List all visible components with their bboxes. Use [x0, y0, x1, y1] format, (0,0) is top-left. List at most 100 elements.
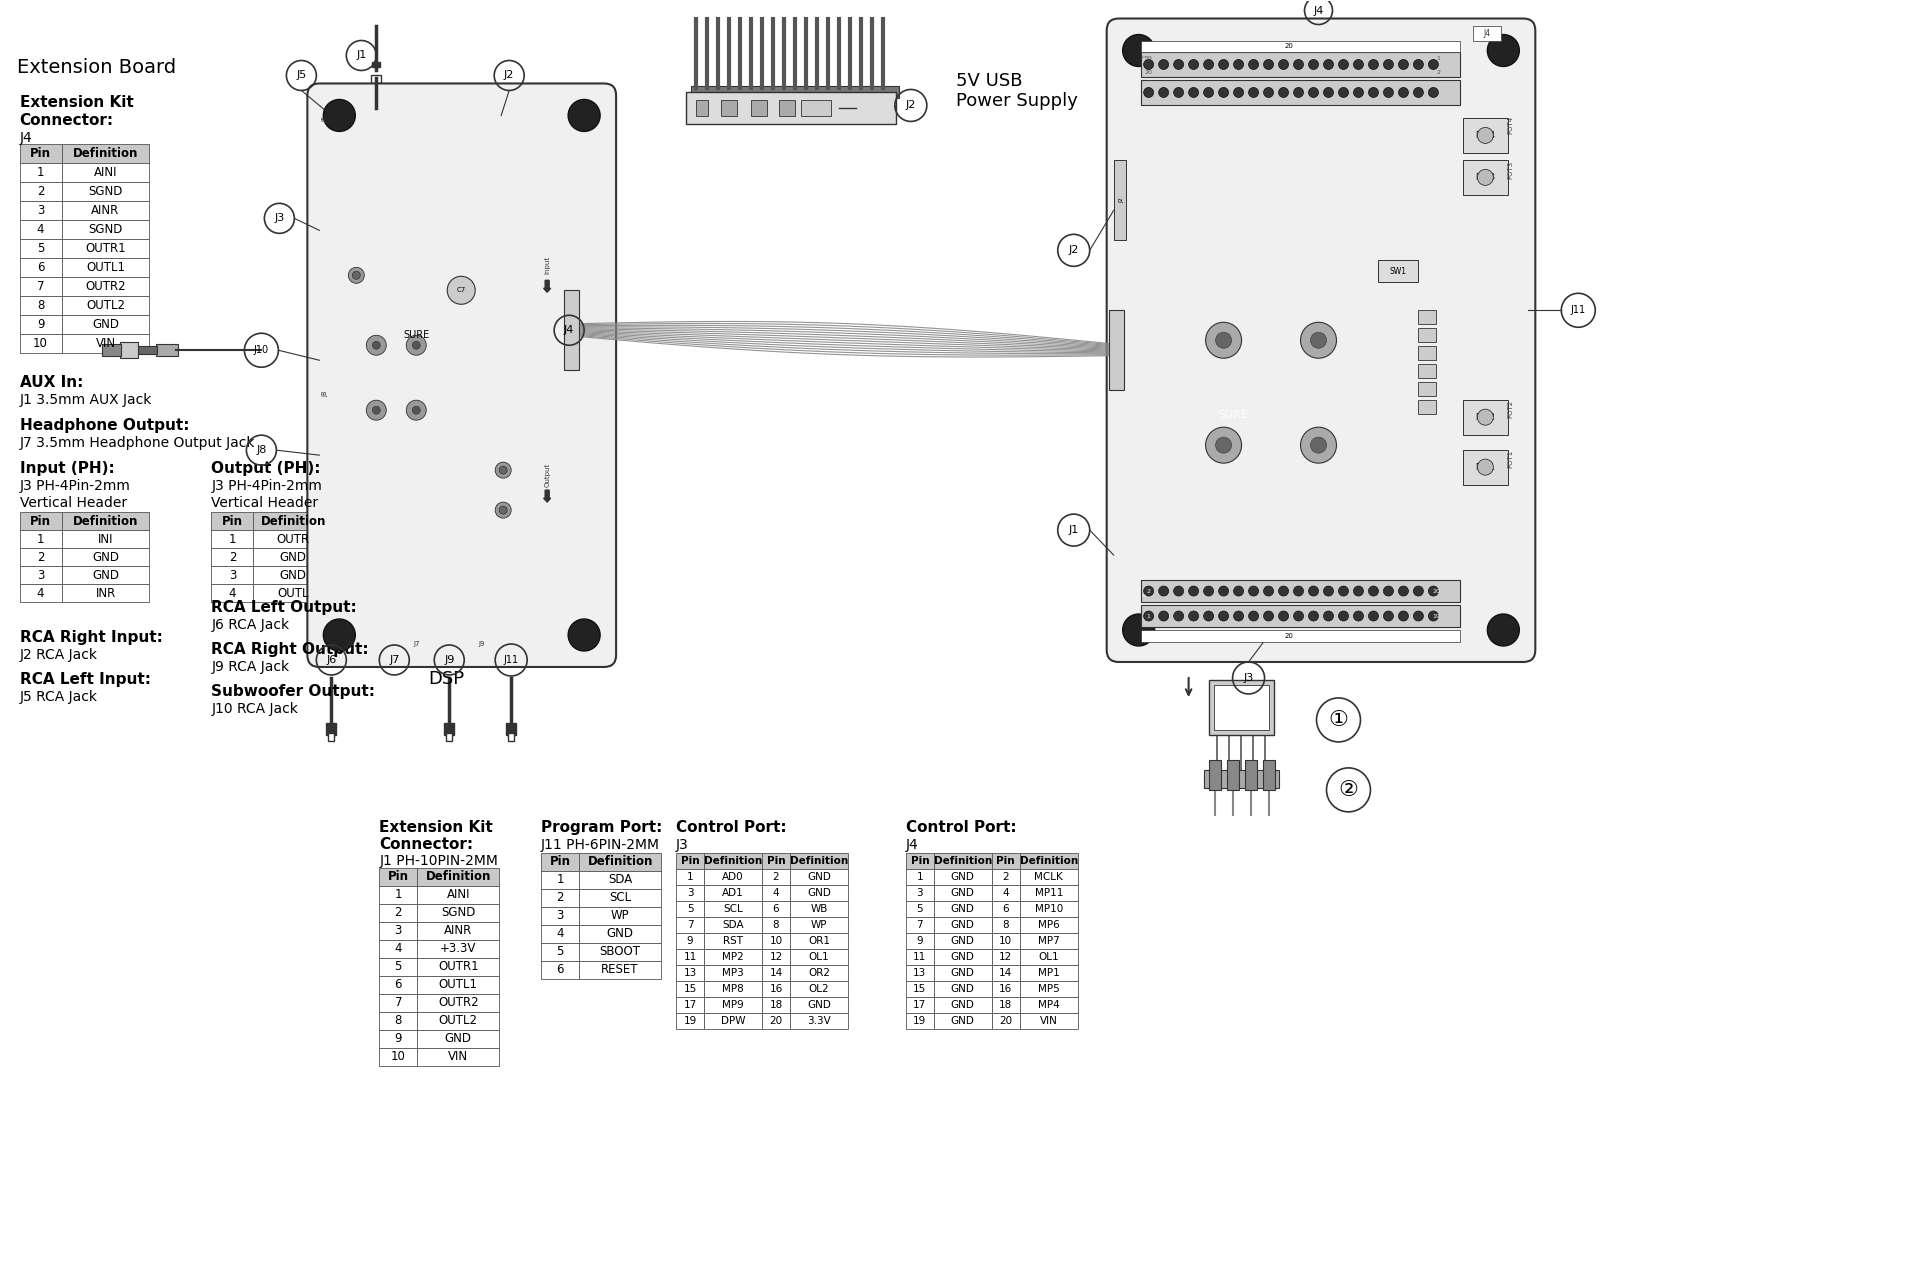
Text: OL1: OL1 [1039, 952, 1060, 961]
Text: INI: INI [98, 532, 113, 545]
Bar [705, 869, 762, 884]
Circle shape [1158, 87, 1169, 97]
Bar [61, 220, 150, 239]
Bar [541, 888, 580, 906]
Bar [789, 869, 849, 884]
Bar [705, 916, 762, 933]
Bar [1208, 125, 1248, 165]
Circle shape [1204, 87, 1213, 97]
Text: Control Port:: Control Port: [676, 820, 787, 835]
Bar [417, 940, 499, 957]
Bar [417, 1011, 499, 1029]
Circle shape [1206, 428, 1242, 463]
Text: RCA Right Output:: RCA Right Output: [211, 643, 369, 657]
Bar [342, 115, 396, 133]
Bar [691, 87, 899, 99]
Bar [1388, 397, 1423, 410]
Text: 6: 6 [772, 904, 780, 914]
Bar [470, 420, 511, 451]
Text: WP: WP [611, 909, 630, 923]
Bar [61, 584, 150, 602]
Text: J8: J8 [255, 445, 267, 456]
Bar [417, 993, 499, 1011]
Bar [417, 886, 499, 904]
Bar [561, 273, 589, 283]
Circle shape [1294, 59, 1304, 69]
Bar [906, 884, 933, 901]
Text: J11: J11 [1571, 305, 1586, 315]
Text: J7: J7 [413, 641, 419, 646]
Circle shape [1219, 59, 1229, 69]
Text: Input: Input [543, 256, 551, 274]
Bar [1419, 328, 1436, 342]
Text: SURE: SURE [1219, 410, 1248, 420]
Circle shape [1323, 87, 1334, 97]
Bar [561, 398, 589, 408]
Text: 20: 20 [1144, 70, 1152, 76]
Text: SGND: SGND [442, 906, 476, 919]
Circle shape [568, 100, 601, 132]
Text: ②: ② [1338, 780, 1359, 800]
Bar [906, 933, 933, 948]
Text: 5: 5 [687, 904, 693, 914]
Bar [762, 869, 789, 884]
Text: J6 RCA Jack: J6 RCA Jack [211, 618, 290, 632]
Text: 6: 6 [557, 964, 564, 977]
Bar [417, 904, 499, 922]
Circle shape [348, 268, 365, 283]
Text: Output (PH):: Output (PH): [211, 461, 321, 476]
Text: 10: 10 [998, 936, 1012, 946]
Bar [372, 63, 380, 68]
Bar [19, 145, 61, 164]
Circle shape [1369, 87, 1379, 97]
Bar [342, 460, 420, 485]
Bar [19, 566, 61, 584]
Bar [380, 922, 417, 940]
Bar [342, 201, 382, 225]
Bar [509, 733, 515, 741]
Bar [417, 975, 499, 993]
Text: INR: INR [96, 586, 115, 599]
Text: OUTL1: OUTL1 [440, 978, 478, 991]
Bar [326, 723, 336, 735]
Text: 11: 11 [914, 952, 927, 961]
Bar [253, 548, 334, 566]
FancyArrow shape [543, 490, 551, 502]
Text: Extension Kit: Extension Kit [380, 820, 493, 835]
Text: 10: 10 [33, 337, 48, 351]
Bar [705, 933, 762, 948]
Circle shape [1413, 87, 1423, 97]
Text: Definition: Definition [426, 870, 492, 883]
Bar [19, 296, 61, 315]
Bar [993, 852, 1020, 869]
Bar [342, 420, 392, 451]
Text: GND: GND [806, 872, 831, 882]
Bar [780, 100, 795, 116]
Bar [789, 980, 849, 997]
Text: Definition: Definition [73, 515, 138, 527]
Circle shape [1354, 611, 1363, 621]
Text: VIN: VIN [1041, 1016, 1058, 1025]
Bar [372, 123, 380, 132]
Circle shape [1233, 611, 1244, 621]
Circle shape [1233, 87, 1244, 97]
Circle shape [1173, 87, 1183, 97]
Text: J4: J4 [1484, 29, 1492, 38]
Text: 2: 2 [36, 550, 44, 563]
Text: J10: J10 [253, 346, 269, 356]
Bar [417, 868, 499, 886]
Bar [407, 420, 457, 451]
Bar [933, 916, 993, 933]
Text: 4: 4 [36, 586, 44, 599]
Text: POT2: POT2 [1475, 412, 1496, 421]
Bar [580, 870, 660, 888]
Bar [1319, 251, 1388, 306]
Circle shape [367, 335, 386, 356]
Bar [1020, 997, 1077, 1012]
Bar [789, 884, 849, 901]
Circle shape [1354, 87, 1363, 97]
Bar [19, 239, 61, 259]
Text: OUTR: OUTR [276, 532, 309, 545]
Bar [1154, 180, 1194, 220]
Text: 3: 3 [228, 568, 236, 581]
